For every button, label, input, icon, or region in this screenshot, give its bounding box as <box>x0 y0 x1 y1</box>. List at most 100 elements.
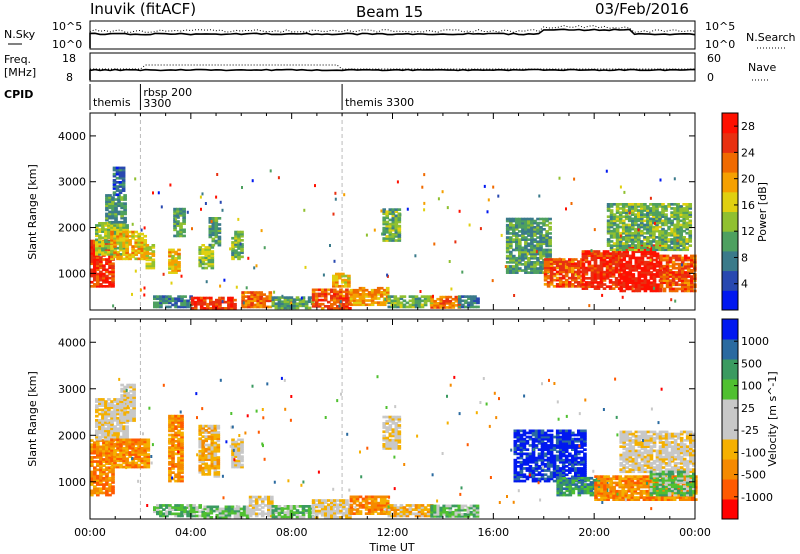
heatmap-cell <box>631 221 635 225</box>
heatmap-cell <box>186 210 189 214</box>
heatmap-cell <box>619 260 624 264</box>
heatmap-cell <box>676 221 680 225</box>
heatmap-cell <box>210 258 215 262</box>
heatmap-cell <box>382 303 387 307</box>
heatmap-cell <box>121 189 126 192</box>
heatmap-cell <box>646 287 651 291</box>
heatmap-cell <box>198 443 203 447</box>
heatmap-cell <box>646 256 651 260</box>
heatmap-cell <box>587 281 592 284</box>
heatmap-cell <box>674 262 679 266</box>
heatmap-cell <box>665 254 670 258</box>
heatmap-cell <box>430 297 434 301</box>
heatmap-cell <box>174 271 178 274</box>
heatmap-cell <box>605 277 610 280</box>
heatmap-cell <box>102 491 106 495</box>
heatmap-cell <box>168 261 172 264</box>
heatmap-cell <box>530 271 534 274</box>
heatmap-cell <box>186 303 190 307</box>
heatmap-cell <box>527 234 531 237</box>
heatmap-cell <box>637 211 641 214</box>
heatmap-cell <box>574 258 578 261</box>
heatmap-cell <box>110 438 114 442</box>
heatmap-cell <box>387 508 392 511</box>
heatmap-cell <box>680 281 685 285</box>
heatmap-cell <box>685 223 690 227</box>
heatmap-cell <box>108 220 112 224</box>
heatmap-cell <box>99 483 103 486</box>
heatmap-cell <box>143 449 148 452</box>
heatmap-cell <box>512 230 516 233</box>
heatmap-cell <box>545 242 549 246</box>
heatmap-cell <box>112 174 117 178</box>
heatmap-cell <box>113 433 117 437</box>
heatmap-cell <box>430 508 434 512</box>
heatmap-cell <box>680 275 685 278</box>
heatmap-cell <box>96 483 100 486</box>
heatmap-cell <box>119 243 123 246</box>
heatmap-cell <box>518 263 522 266</box>
heatmap-cell <box>364 501 369 505</box>
heatmap-cell <box>137 249 142 252</box>
heatmap-cell <box>649 229 653 233</box>
heatmap-cell <box>131 444 135 448</box>
heatmap-cell <box>679 238 684 241</box>
heatmap-cell <box>637 244 641 247</box>
heatmap-cell <box>518 261 522 264</box>
heatmap-cell <box>448 299 453 303</box>
heatmap-cell <box>182 209 186 213</box>
heatmap-cell <box>180 454 184 458</box>
heatmap-cell <box>634 250 639 254</box>
heatmap-cell <box>317 501 322 504</box>
heatmap-cell <box>509 244 513 248</box>
heatmap-cell <box>637 250 642 254</box>
heatmap-cell <box>558 260 563 263</box>
heatmap-cell <box>95 230 99 233</box>
heatmap-cell <box>685 246 690 249</box>
heatmap-cell <box>524 265 528 268</box>
heatmap-cell <box>317 294 322 298</box>
heatmap-cell <box>505 267 510 270</box>
heatmap-cell <box>102 441 106 444</box>
heatmap-cell <box>99 285 103 288</box>
heatmap-cell <box>686 289 691 293</box>
heatmap-cell <box>655 246 659 249</box>
heatmap-cell <box>336 294 340 298</box>
heatmap-cell <box>208 243 213 247</box>
heatmap-cell <box>658 231 662 235</box>
heatmap-cell <box>323 298 328 302</box>
heatmap-cell <box>590 249 593 253</box>
heatmap-cell <box>120 389 124 393</box>
heatmap-cell <box>111 212 115 216</box>
heatmap-cell <box>242 513 247 517</box>
heatmap-cell <box>253 305 258 309</box>
heatmap-cell <box>640 275 645 278</box>
heatmap-cell <box>122 461 126 465</box>
heatmap-cell <box>182 234 186 238</box>
heatmap-cell <box>408 303 413 307</box>
heatmap-cell <box>323 505 328 509</box>
heatmap-cell <box>399 303 404 307</box>
heatmap-cell <box>110 412 114 416</box>
heatmap-cell <box>102 479 106 482</box>
heatmap-cell <box>677 266 682 270</box>
heatmap-cell <box>420 305 425 309</box>
heatmap-cell <box>90 245 94 249</box>
heatmap-cell <box>183 510 187 514</box>
heatmap-cell <box>180 458 184 462</box>
heatmap-cell <box>370 506 375 509</box>
heatmap-cell <box>116 406 120 410</box>
heatmap-cell <box>670 298 673 302</box>
heatmap-cell <box>364 503 369 507</box>
heatmap-cell <box>637 215 641 219</box>
heatmap-cell <box>107 421 111 424</box>
heatmap-cell <box>686 269 691 272</box>
heatmap-cell <box>146 438 151 442</box>
heatmap-cell <box>388 235 393 238</box>
heatmap-cell <box>268 299 273 303</box>
heatmap-cell <box>649 273 654 276</box>
heatmap-cell <box>125 453 129 456</box>
heatmap-cell <box>240 463 244 467</box>
heatmap-cell <box>631 256 636 260</box>
heatmap-cell <box>128 257 132 261</box>
